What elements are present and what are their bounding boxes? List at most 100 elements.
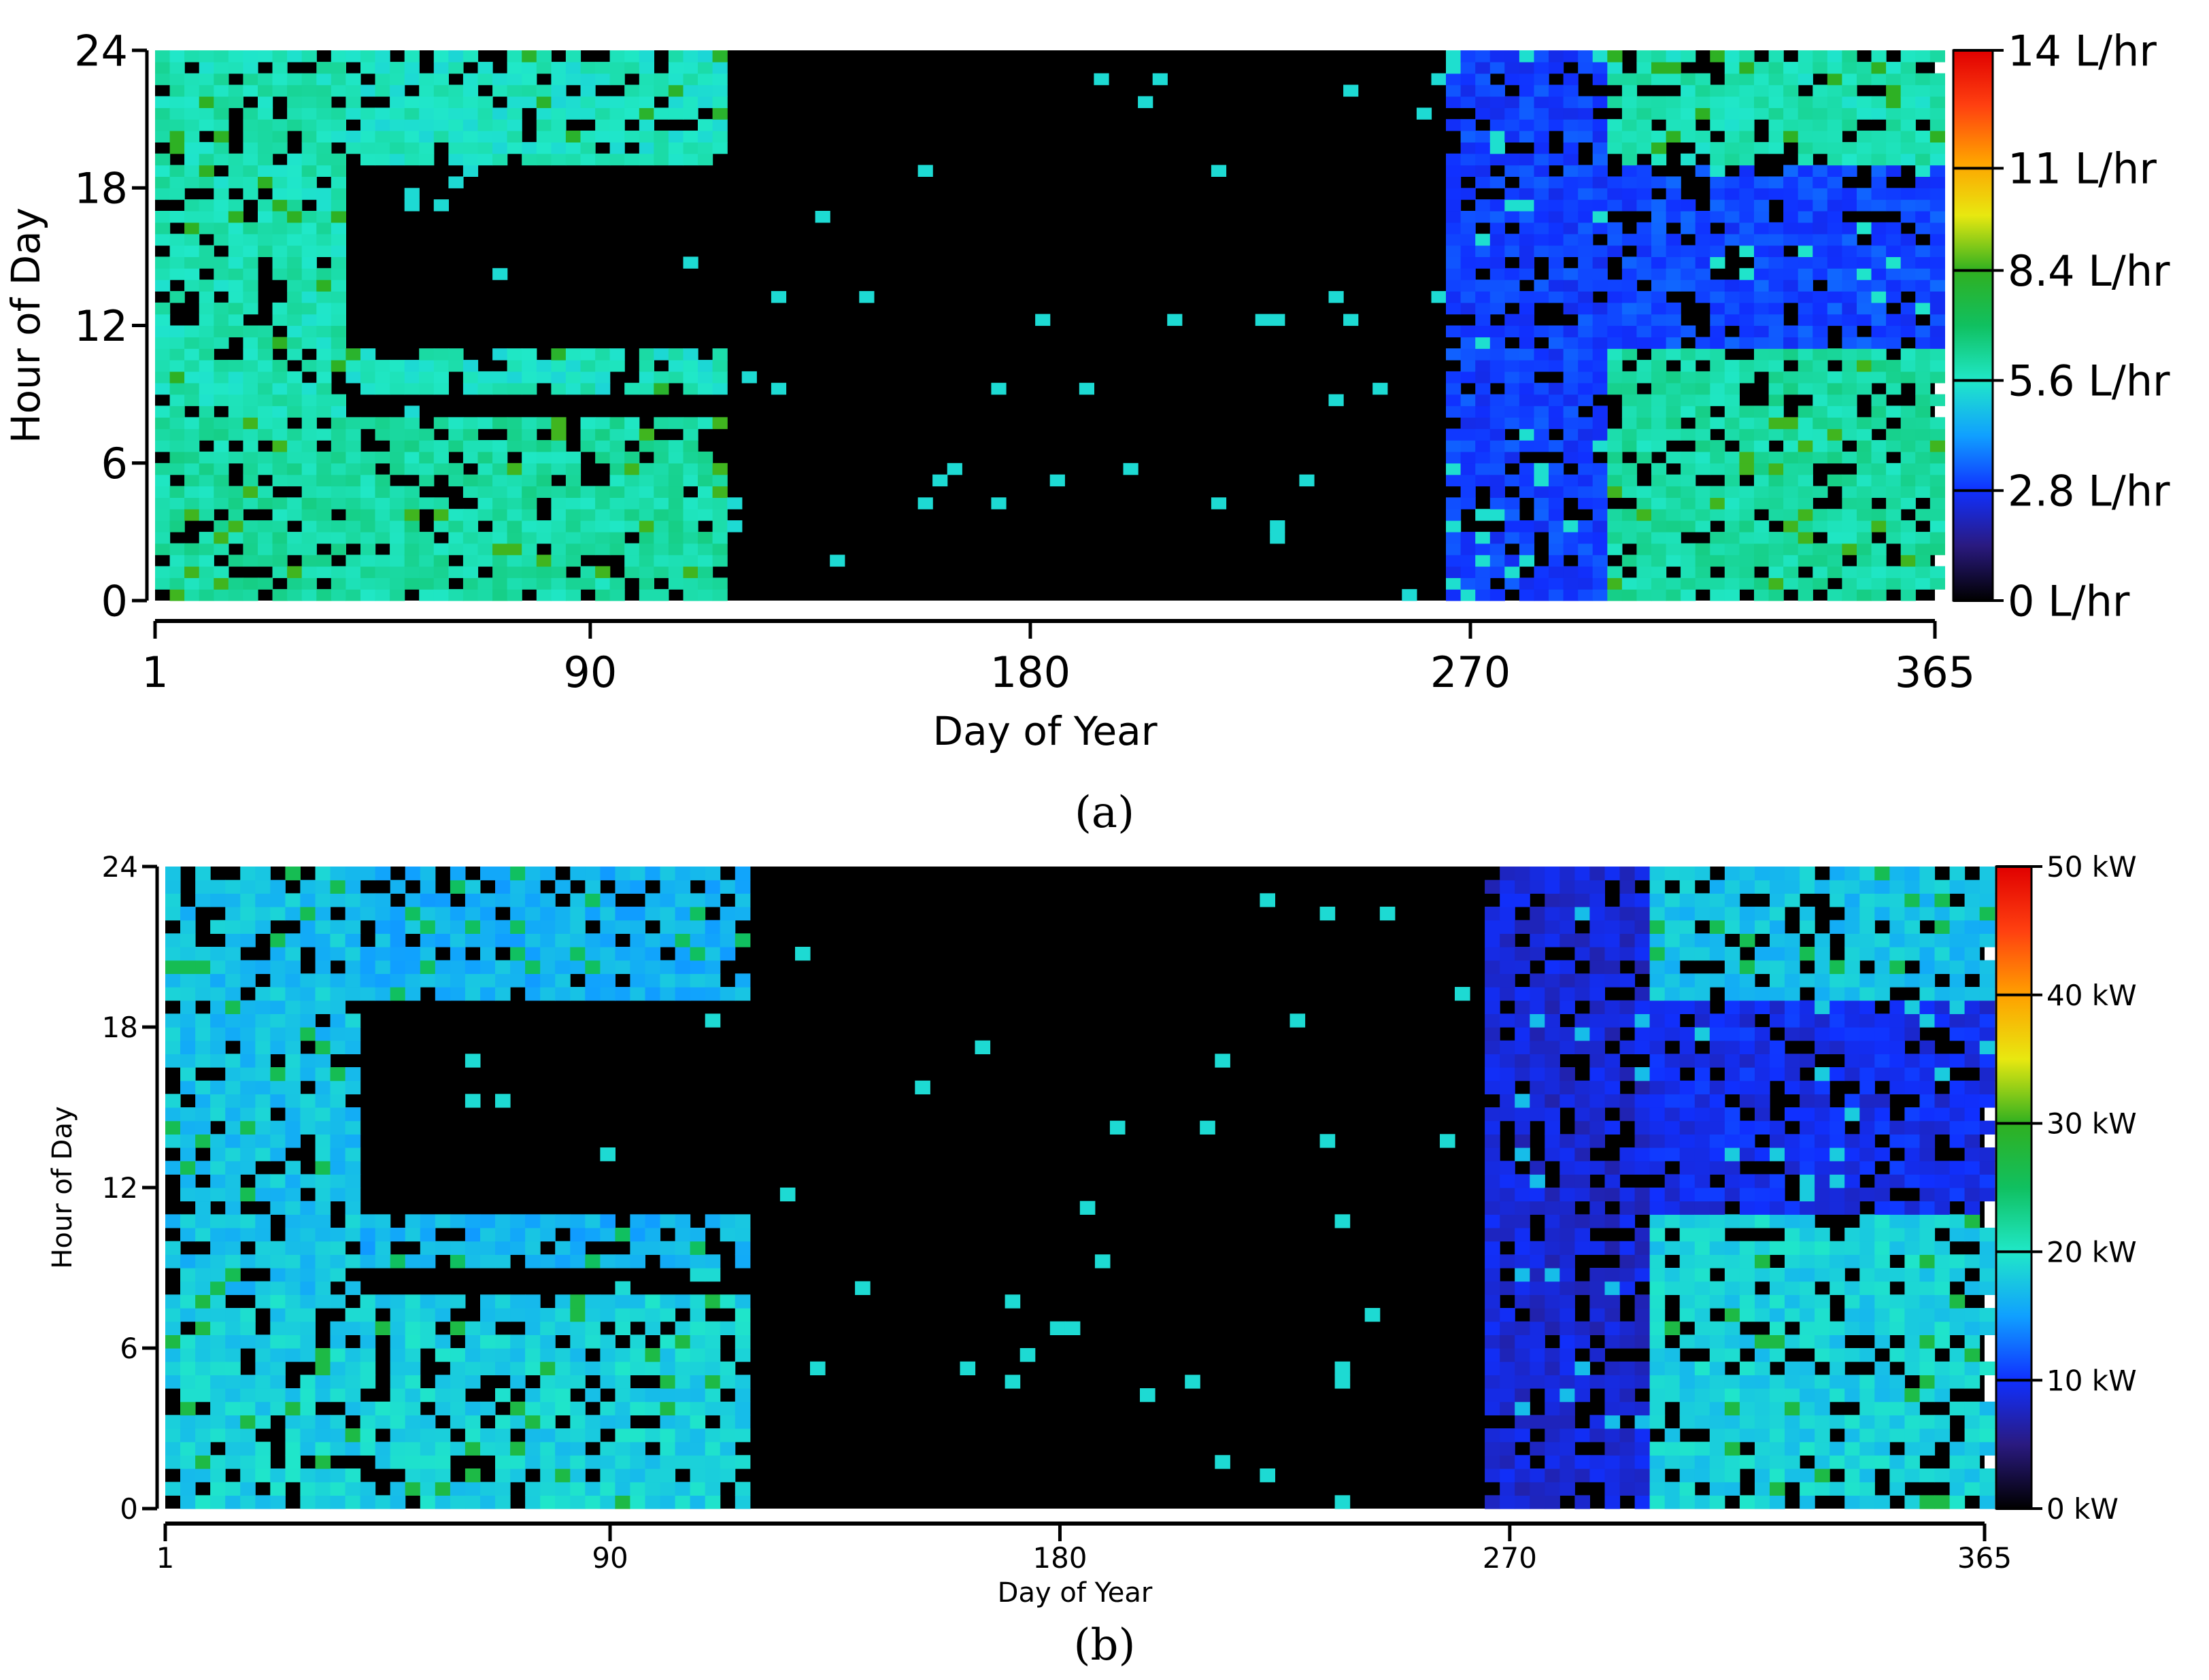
heatmap-cell <box>555 1361 571 1375</box>
heatmap-cell <box>1842 566 1857 578</box>
heatmap-cell <box>1460 96 1476 108</box>
heatmap-cell <box>270 1134 286 1148</box>
heatmap-cell <box>1709 1455 1725 1469</box>
heatmap-cell <box>668 371 684 384</box>
heatmap-cell <box>1475 429 1491 441</box>
heatmap-cell <box>1578 268 1593 280</box>
heatmap-cell <box>316 405 332 418</box>
heatmap-cell <box>330 1375 346 1389</box>
heatmap-cell <box>195 1294 211 1309</box>
heatmap-cell <box>551 429 567 441</box>
heatmap-cell <box>1607 486 1623 498</box>
heatmap-cell <box>1755 1334 1770 1349</box>
heatmap-cell <box>270 960 286 974</box>
heatmap-cell <box>495 1094 511 1108</box>
heatmap-cell <box>1619 1428 1636 1443</box>
heatmap-cell <box>580 531 596 544</box>
heatmap-cell <box>435 920 451 934</box>
heatmap-cell <box>1871 566 1887 578</box>
heatmap-cell <box>1589 1188 1605 1202</box>
heatmap-cell <box>258 131 273 143</box>
heatmap-cell <box>630 1334 645 1349</box>
heatmap-cell <box>419 360 435 372</box>
heatmap-cell <box>285 1040 301 1054</box>
heatmap-cell <box>1694 1160 1710 1175</box>
heatmap-cell <box>1829 1040 1845 1054</box>
heatmap-cell <box>540 893 556 907</box>
heatmap-cell <box>404 131 420 143</box>
heatmap-cell <box>1857 451 1872 464</box>
heatmap-cell <box>345 73 361 86</box>
heatmap-cell <box>1475 141 1491 154</box>
heatmap-cell <box>855 1281 871 1295</box>
heatmap-cell <box>420 1334 436 1349</box>
heatmap-cell <box>1739 1308 1755 1322</box>
heatmap-cell <box>1592 153 1608 166</box>
heatmap-cell <box>315 987 331 1001</box>
heatmap-cell <box>630 1241 645 1255</box>
heatmap-cell <box>1754 348 1770 360</box>
heatmap-cell <box>735 1348 751 1362</box>
heatmap-cell <box>1485 1241 1500 1255</box>
heatmap-cell <box>1770 879 1785 894</box>
heatmap-cell <box>240 1054 256 1068</box>
heatmap-cell <box>1724 1348 1740 1362</box>
heatmap-cell <box>1500 1281 1515 1295</box>
heatmap-cell <box>1812 211 1828 223</box>
heatmap-cell <box>1604 1334 1621 1349</box>
heatmap-cell <box>1651 199 1667 212</box>
heatmap-cell <box>155 566 171 578</box>
heatmap-cell <box>404 382 420 395</box>
heatmap-cell <box>1636 371 1652 384</box>
heatmap-cell <box>285 1308 301 1322</box>
heatmap-cell <box>1770 1200 1785 1215</box>
heatmap-cell <box>375 1495 391 1509</box>
heatmap-cell <box>1859 1188 1875 1202</box>
heatmap-cell <box>1634 1200 1651 1215</box>
heatmap-cell <box>331 188 346 200</box>
heatmap-cell <box>214 302 229 315</box>
heatmap-cell <box>272 131 288 143</box>
heatmap-cell <box>1530 1160 1545 1175</box>
heatmap-cell <box>1857 360 1872 372</box>
heatmap-cell <box>331 107 346 120</box>
heatmap-cell <box>184 566 200 578</box>
heatmap-cell <box>1475 176 1491 188</box>
heatmap-cell <box>405 1401 421 1415</box>
heatmap-cell <box>1739 429 1755 441</box>
heatmap-cell <box>668 141 684 154</box>
heatmap-cell <box>195 1200 211 1215</box>
heatmap-cell <box>316 463 332 475</box>
heatmap-cell <box>536 131 552 143</box>
heatmap-cell <box>1589 1027 1605 1041</box>
heatmap-cell <box>270 1188 286 1202</box>
heatmap-cell <box>1530 867 1545 881</box>
heatmap-cell <box>1900 211 1916 223</box>
heatmap-cell <box>300 1120 316 1135</box>
heatmap-cell <box>1709 1254 1725 1269</box>
heatmap-cell <box>1530 1321 1545 1335</box>
heatmap-cell <box>1812 325 1828 337</box>
heatmap-cell <box>675 1294 691 1309</box>
heatmap-cell <box>1754 497 1770 509</box>
heatmap-cell <box>705 1428 721 1443</box>
heatmap-cell <box>1578 280 1593 292</box>
heatmap-cell <box>155 50 171 63</box>
heatmap-cell <box>585 1361 601 1375</box>
heatmap-cell <box>228 394 243 407</box>
heatmap-cell <box>551 497 567 509</box>
heatmap-cell <box>1783 337 1799 349</box>
heatmap-cell <box>1889 1120 1905 1135</box>
heatmap-cell <box>169 141 185 154</box>
heatmap-cell <box>1607 509 1623 521</box>
heatmap-cell <box>565 371 581 384</box>
heatmap-cell <box>1904 1200 1920 1215</box>
heatmap-cell <box>1604 1468 1621 1483</box>
heatmap-cell <box>1607 463 1623 475</box>
heatmap-cell <box>510 907 526 921</box>
heatmap-cell <box>1679 947 1696 961</box>
heatmap-cell <box>1842 119 1857 131</box>
heatmap-cell <box>1694 1334 1710 1349</box>
heatmap-cell <box>1695 394 1710 407</box>
heatmap-cell <box>565 73 581 86</box>
